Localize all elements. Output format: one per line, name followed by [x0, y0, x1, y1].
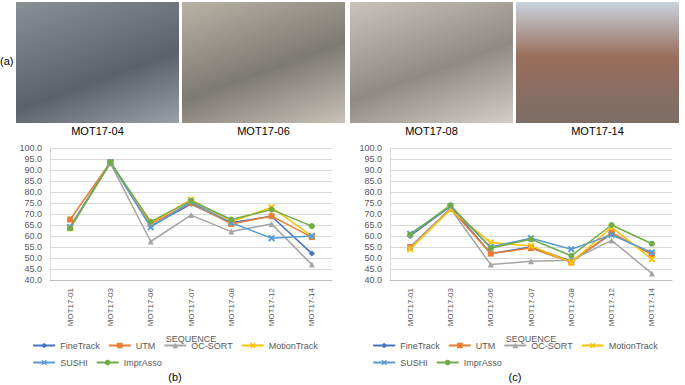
svg-text:MOT17-06: MOT17-06: [146, 287, 155, 326]
svg-text:50.0: 50.0: [24, 253, 42, 263]
svg-text:85.0: 85.0: [364, 176, 382, 186]
svg-text:MOT17-07: MOT17-07: [187, 287, 196, 326]
svg-text:75.0: 75.0: [364, 198, 382, 208]
svg-text:MOT17-03: MOT17-03: [106, 287, 115, 326]
svg-text:70.0: 70.0: [24, 209, 42, 219]
svg-text:90.0: 90.0: [24, 165, 42, 175]
svg-text:65.0: 65.0: [24, 220, 42, 230]
html-text:(c): (c): [508, 371, 522, 383]
svg-text:40.0: 40.0: [24, 275, 42, 285]
svg-text:SEQUENCE: SEQUENCE: [505, 333, 557, 344]
svg-text:65.0: 65.0: [364, 220, 382, 230]
html-text:(b): (b): [168, 371, 182, 383]
svg-text:80.0: 80.0: [24, 187, 42, 197]
svg-text:SEQUENCE: SEQUENCE: [165, 333, 217, 344]
svg-text:MOT17-07: MOT17-07: [527, 287, 536, 326]
svg-text:85.0: 85.0: [24, 176, 42, 186]
svg-text:60.0: 60.0: [364, 231, 382, 241]
svg-text:75.0: 75.0: [24, 198, 42, 208]
svg-text:MOT17-08: MOT17-08: [567, 287, 576, 326]
svg-text:MOT17-08: MOT17-08: [227, 287, 236, 326]
svg-text:45.0: 45.0: [24, 264, 42, 274]
svg-text:ImprAsso: ImprAsso: [124, 358, 162, 368]
svg-text:ImprAsso: ImprAsso: [464, 358, 502, 368]
svg-text:UTM: UTM: [476, 341, 496, 351]
svg-text:MotionTrack: MotionTrack: [609, 341, 659, 351]
svg-text:MOT17-03: MOT17-03: [446, 287, 455, 326]
svg-text:OC-SORT: OC-SORT: [531, 341, 573, 351]
html-text:MOT17-14: MOT17-14: [571, 125, 624, 137]
svg-text:50.0: 50.0: [364, 253, 382, 263]
html-text:MOT17-04: MOT17-04: [71, 125, 124, 137]
html-text:MOT17-08: MOT17-08: [405, 125, 458, 137]
svg-text:MOT17-01: MOT17-01: [406, 287, 415, 326]
svg-text:SUSHI: SUSHI: [60, 358, 88, 368]
html-text:(a): (a): [0, 55, 14, 67]
svg-text:FineTrack: FineTrack: [60, 341, 100, 351]
svg-text:OC-SORT: OC-SORT: [191, 341, 233, 351]
svg-text:MOT17-12: MOT17-12: [267, 287, 276, 326]
svg-text:40.0: 40.0: [364, 275, 382, 285]
svg-text:95.0: 95.0: [364, 154, 382, 164]
svg-text:70.0: 70.0: [364, 209, 382, 219]
svg-text:FineTrack: FineTrack: [400, 341, 440, 351]
svg-text:60.0: 60.0: [24, 231, 42, 241]
svg-text:MotionTrack: MotionTrack: [269, 341, 319, 351]
svg-text:80.0: 80.0: [364, 187, 382, 197]
svg-text:95.0: 95.0: [24, 154, 42, 164]
svg-text:SUSHI: SUSHI: [400, 358, 428, 368]
svg-text:55.0: 55.0: [364, 242, 382, 252]
svg-text:55.0: 55.0: [24, 242, 42, 252]
svg-text:MOT17-14: MOT17-14: [307, 287, 316, 326]
svg-text:UTM: UTM: [136, 341, 156, 351]
svg-text:MOT17-06: MOT17-06: [486, 287, 495, 326]
svg-text:MOT17-12: MOT17-12: [607, 287, 616, 326]
svg-text:100.0: 100.0: [359, 143, 382, 153]
svg-text:MOT17-01: MOT17-01: [66, 287, 75, 326]
html-text:MOT17-06: MOT17-06: [237, 125, 290, 137]
svg-text:100.0: 100.0: [19, 143, 42, 153]
svg-text:90.0: 90.0: [364, 165, 382, 175]
svg-text:MOT17-14: MOT17-14: [647, 287, 656, 326]
svg-text:45.0: 45.0: [364, 264, 382, 274]
